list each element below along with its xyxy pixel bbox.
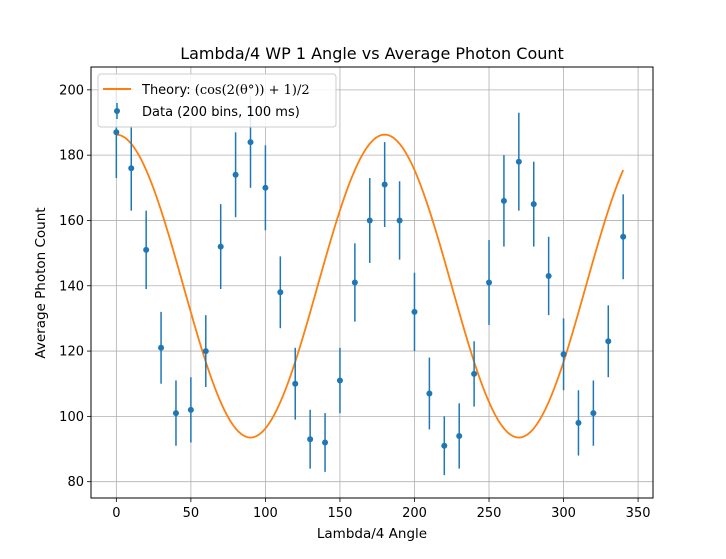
data-point: [232, 171, 239, 178]
data-point: [575, 419, 582, 426]
data-point: [262, 184, 269, 191]
x-tick-label: 350: [626, 506, 651, 521]
data-point: [411, 308, 418, 315]
x-tick-label: 0: [112, 506, 120, 521]
y-tick-label: 180: [59, 149, 84, 164]
x-axis-label: Lambda/4 Angle: [317, 526, 427, 542]
y-tick-label: 100: [59, 410, 84, 425]
data-point: [530, 201, 537, 208]
theory-series: [116, 133, 625, 439]
y-axis-label: Average Photon Count: [33, 207, 49, 358]
legend-theory-label: Theory: (cos(2(θ°)) + 1)/2: [141, 83, 310, 98]
data-point: [500, 197, 507, 204]
y-axis: 80 100 120 140 160 180 200: [59, 83, 91, 490]
data-point: [396, 217, 403, 224]
data-point: [172, 410, 179, 417]
data-point: [351, 279, 358, 286]
data-point: [560, 351, 567, 358]
x-tick-label: 150: [328, 506, 353, 521]
data-point: [426, 390, 433, 397]
y-tick-label: 120: [59, 345, 84, 360]
data-point: [158, 344, 165, 351]
x-tick-label: 200: [402, 506, 427, 521]
data-point: [143, 246, 150, 253]
data-point: [605, 338, 612, 345]
data-point: [322, 439, 329, 446]
grid: [91, 67, 653, 498]
chart-title: Lambda/4 WP 1 Angle vs Average Photon Co…: [180, 44, 564, 63]
y-tick-label: 140: [59, 279, 84, 294]
data-point: [366, 217, 373, 224]
data-point: [202, 348, 209, 355]
data-point: [515, 158, 522, 165]
theory-curve: [116, 133, 625, 439]
data-point: [187, 406, 194, 413]
x-tick-label: 250: [477, 506, 502, 521]
legend-box: [97, 73, 337, 128]
data-point: [620, 233, 627, 240]
y-tick-label: 80: [67, 475, 84, 490]
legend-data-label: Data (200 bins, 100 ms): [142, 105, 300, 120]
x-axis: 0 50 100 150 200 250 300 350: [112, 498, 651, 521]
data-point: [336, 377, 343, 384]
legend-theory-prefix: Theory:: [141, 83, 195, 98]
legend: Theory: (cos(2(θ°)) + 1)/2 Data (200 bin…: [97, 73, 337, 128]
data-point: [471, 370, 478, 377]
data-point: [113, 129, 120, 136]
data-point: [128, 165, 135, 172]
data-point: [277, 289, 284, 296]
y-tick-label: 160: [59, 214, 84, 229]
legend-theory-math: (cos(2(θ°)) + 1)/2: [195, 83, 310, 98]
y-tick-label: 200: [59, 83, 84, 98]
x-tick-label: 300: [551, 506, 576, 521]
plot-frame: [90, 66, 654, 499]
data-point: [307, 436, 314, 443]
data-point: [486, 279, 493, 286]
data-point: [217, 243, 224, 250]
data-point: [441, 442, 448, 449]
x-tick-label: 100: [253, 506, 278, 521]
data-point: [381, 181, 388, 188]
data-point: [456, 432, 463, 439]
data-point: [545, 272, 552, 279]
legend-data-marker: [114, 108, 120, 114]
data-point: [590, 410, 597, 417]
data-point: [292, 380, 299, 387]
data-series: [113, 86, 627, 476]
data-point: [247, 139, 254, 146]
x-tick-label: 50: [183, 506, 200, 521]
